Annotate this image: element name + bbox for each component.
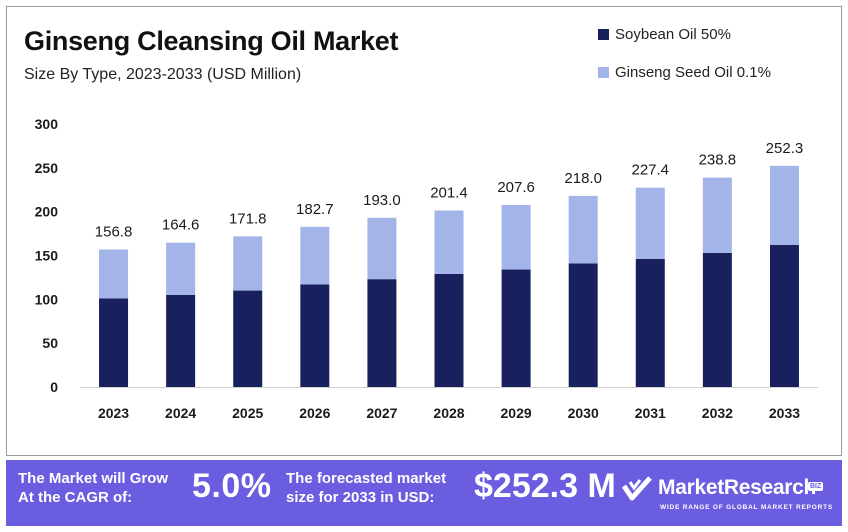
brand-name: MarketResearch xyxy=(658,476,817,499)
bar-segment-ginseng-seed-oil xyxy=(501,205,531,270)
x-tick-label: 2024 xyxy=(165,405,196,421)
x-tick-label: 2030 xyxy=(568,405,599,421)
forecast-label-line-2: size for 2033 in USD: xyxy=(286,489,435,506)
x-tick-label: 2026 xyxy=(299,405,330,421)
checkmark-logo-icon xyxy=(622,476,652,501)
bar-total-label: 156.8 xyxy=(95,224,133,241)
bar-segment-ginseng-seed-oil xyxy=(769,165,799,245)
bar-total-label: 201.4 xyxy=(430,184,468,201)
y-tick-label: 0 xyxy=(50,379,58,395)
legend-item-soybean-oil: Soybean Oil 50% xyxy=(598,24,771,44)
x-tick-label: 2027 xyxy=(366,405,397,421)
legend-swatch-soybean-oil xyxy=(598,28,609,40)
bar-segment-ginseng-seed-oil xyxy=(99,249,129,299)
bar-segment-soybean-oil xyxy=(166,294,196,387)
bar-total-label: 164.6 xyxy=(162,217,200,234)
cagr-label: The Market will Grow At the CAGR of: xyxy=(18,469,168,507)
bar-segment-soybean-oil xyxy=(769,244,799,387)
bar-total-label: 238.8 xyxy=(699,152,737,169)
bar-segment-ginseng-seed-oil xyxy=(702,177,732,253)
y-tick-label: 150 xyxy=(35,248,59,264)
bar-segment-ginseng-seed-oil xyxy=(635,187,665,260)
x-tick-label: 2031 xyxy=(635,405,666,421)
bar-segment-soybean-oil xyxy=(99,298,129,387)
forecast-label-line-1: The forecasted market xyxy=(286,470,447,487)
bar-total-label: 193.0 xyxy=(363,192,401,209)
brand-badge: BIZ xyxy=(808,482,824,491)
x-tick-label: 2025 xyxy=(232,405,263,421)
bar-segment-ginseng-seed-oil xyxy=(300,226,330,285)
bar-segment-soybean-oil xyxy=(568,263,598,387)
cagr-label-line-2: At the CAGR of: xyxy=(18,489,133,506)
bar-total-label: 207.6 xyxy=(497,179,535,196)
x-tick-label: 2032 xyxy=(702,405,733,421)
brand-tagline: WIDE RANGE OF GLOBAL MARKET REPORTS xyxy=(660,504,834,511)
y-tick-label: 250 xyxy=(35,160,59,176)
cagr-label-line-1: The Market will Grow xyxy=(18,470,169,487)
bar-total-label: 182.7 xyxy=(296,201,334,218)
forecast-label: The forecasted market size for 2033 in U… xyxy=(286,469,446,507)
bar-segment-soybean-oil xyxy=(300,284,330,387)
bar-total-label: 171.8 xyxy=(229,210,267,227)
chart-legend: Soybean Oil 50% Ginseng Seed Oil 0.1% xyxy=(598,24,771,100)
x-tick-label: 2023 xyxy=(98,405,129,421)
bar-segment-ginseng-seed-oil xyxy=(568,195,598,264)
bar-segment-soybean-oil xyxy=(702,252,732,387)
bar-segment-ginseng-seed-oil xyxy=(367,217,397,280)
x-tick-label: 2029 xyxy=(501,405,532,421)
bar-total-label: 252.3 xyxy=(766,140,804,157)
bar-segment-ginseng-seed-oil xyxy=(166,242,196,295)
bar-total-label: 218.0 xyxy=(564,170,602,187)
chart-title: Ginseng Cleansing Oil Market xyxy=(24,26,399,56)
legend-item-ginseng-seed-oil: Ginseng Seed Oil 0.1% xyxy=(598,62,771,82)
y-tick-label: 100 xyxy=(35,291,59,307)
bar-segment-soybean-oil xyxy=(434,273,464,387)
bar-segment-soybean-oil xyxy=(501,269,531,387)
legend-label-soybean-oil: Soybean Oil 50% xyxy=(615,25,731,43)
forecast-value: $252.3 M xyxy=(474,467,616,505)
bar-segment-ginseng-seed-oil xyxy=(434,210,464,274)
cagr-value: 5.0% xyxy=(192,467,272,505)
bar-segment-soybean-oil xyxy=(635,259,665,387)
bar-segment-ginseng-seed-oil xyxy=(233,236,263,291)
legend-label-ginseng-seed-oil: Ginseng Seed Oil 0.1% xyxy=(615,63,771,81)
x-tick-label: 2028 xyxy=(433,405,464,421)
brand-logo: MarketResearch BIZ WIDE RANGE OF GLOBAL … xyxy=(622,468,836,518)
chart-frame xyxy=(6,6,842,456)
bar-total-label: 227.4 xyxy=(631,162,669,179)
bar-segment-soybean-oil xyxy=(367,279,397,387)
y-tick-label: 300 xyxy=(35,116,59,132)
chart-subtitle: Size By Type, 2023-2033 (USD Million) xyxy=(24,66,302,83)
y-tick-label: 200 xyxy=(35,204,59,220)
y-tick-label: 50 xyxy=(42,335,58,351)
x-tick-label: 2033 xyxy=(769,405,800,421)
legend-swatch-ginseng-seed-oil xyxy=(598,66,609,78)
summary-banner: The Market will Grow At the CAGR of: 5.0… xyxy=(6,460,842,526)
bar-segment-soybean-oil xyxy=(233,290,263,387)
bar-chart: 0 50 100 150 200 250 300 156.8 2023 164.6 2024 171.… xyxy=(35,116,818,421)
